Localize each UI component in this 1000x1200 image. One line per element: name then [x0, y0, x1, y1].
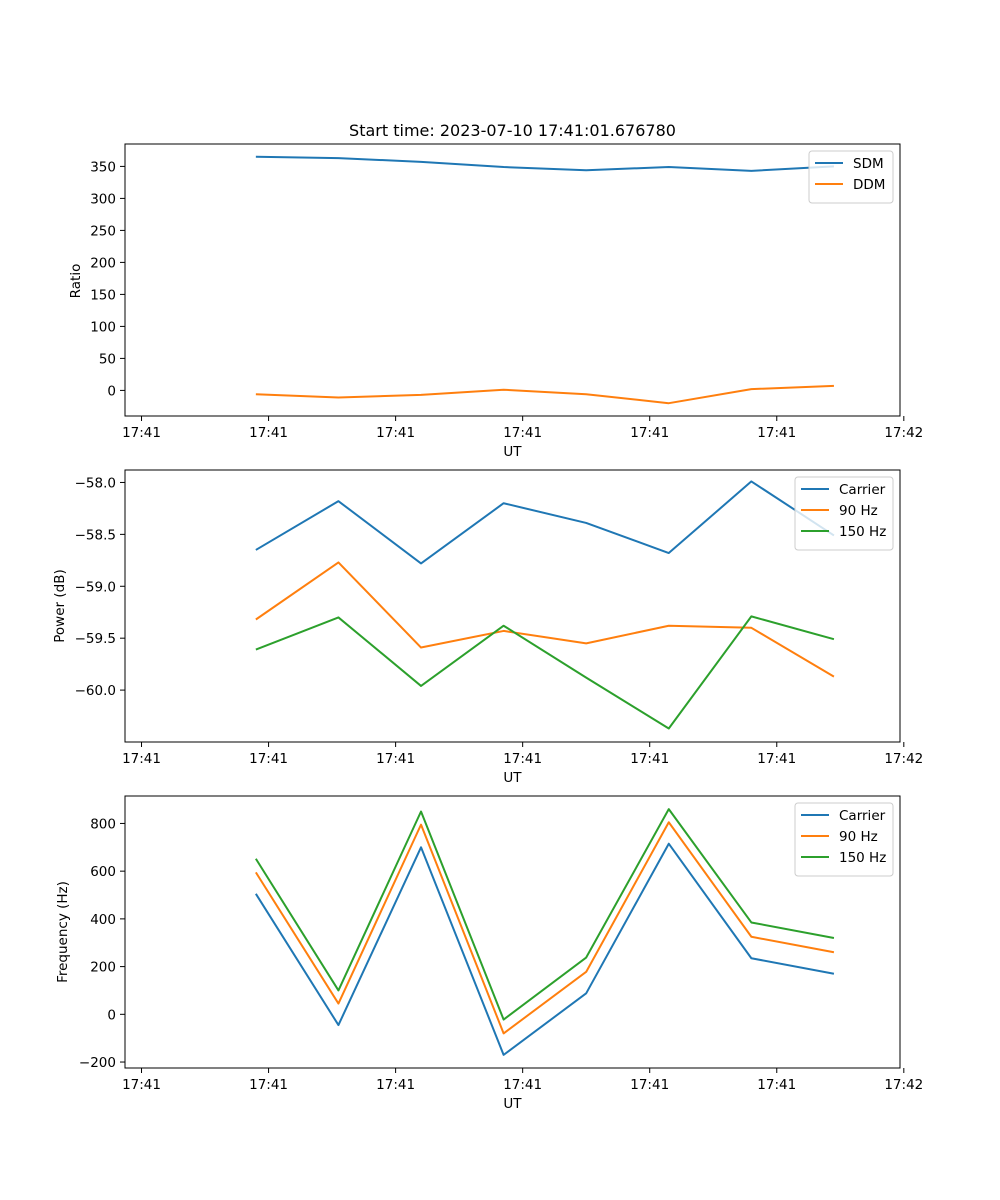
- ratio-chart-panel: Start time: 2023-07-10 17:41:01.676780 1…: [68, 121, 923, 460]
- x-tick-label: 17:41: [376, 425, 415, 441]
- x-tick-label: 17:42: [884, 1077, 923, 1093]
- y-axis-label: Frequency (Hz): [55, 881, 71, 983]
- legend-label: 150 Hz: [839, 524, 886, 540]
- y-tick-label: 400: [90, 912, 116, 928]
- y-tick-label: 200: [90, 960, 116, 976]
- y-tick-label: −58.0: [75, 475, 116, 491]
- legend-label: 150 Hz: [839, 850, 886, 866]
- legend-label: DDM: [853, 177, 885, 193]
- x-tick-label: 17:41: [757, 751, 796, 767]
- x-tick-label: 17:42: [884, 751, 923, 767]
- x-tick-label: 17:41: [122, 1077, 161, 1093]
- series-line-90-hz: [255, 561, 835, 678]
- frequency-chart-panel: 17:41 17:41 17:41 17:41 17:41 17:41 17:42 −200 0…: [55, 795, 923, 1112]
- x-tick-label: 17:41: [630, 425, 669, 441]
- x-tick-label: 17:41: [376, 751, 415, 767]
- legend: SDM DDM: [808, 150, 894, 204]
- x-tick-label: 17:41: [503, 425, 542, 441]
- y-tick-label: 150: [90, 287, 116, 303]
- power-chart-panel: 17:41 17:41 17:41 17:41 17:41 17:41 17:42 −60.0…: [52, 469, 923, 786]
- legend: Carrier 90 Hz 150 Hz: [794, 476, 894, 551]
- y-tick-label: 100: [90, 319, 116, 335]
- frequency-plot-area: 17:41 17:41 17:41 17:41 17:41 17:41 17:42 −200 0…: [79, 795, 923, 1093]
- y-tick-label: −200: [79, 1055, 116, 1071]
- x-tick-label: 17:41: [122, 751, 161, 767]
- x-tick-label: 17:41: [630, 1077, 669, 1093]
- y-tick-label: 200: [90, 255, 116, 271]
- x-tick-label: 17:41: [757, 425, 796, 441]
- x-tick-label: 17:41: [249, 751, 288, 767]
- ratio-plot-area: 17:41 17:41 17:41 17:41 17:41 17:41 17:42 0 50 10…: [90, 143, 923, 441]
- axes-frame: [124, 469, 901, 743]
- x-tick-label: 17:41: [122, 425, 161, 441]
- legend-label: SDM: [853, 156, 884, 172]
- series-line-carrier: [255, 480, 835, 565]
- x-axis-label: UT: [503, 444, 522, 460]
- series-line-150-hz: [255, 808, 835, 1021]
- y-tick-label: 250: [90, 223, 116, 239]
- y-tick-label: −58.5: [75, 527, 116, 543]
- legend: Carrier 90 Hz 150 Hz: [794, 802, 894, 877]
- series-line-carrier: [255, 842, 835, 1056]
- y-tick-label: 0: [107, 1007, 116, 1023]
- series-line-150-hz: [255, 615, 835, 730]
- x-axis-label: UT: [503, 1096, 522, 1112]
- y-tick-label: −60.0: [75, 683, 116, 699]
- x-tick-label: 17:41: [757, 1077, 796, 1093]
- x-tick-label: 17:41: [249, 425, 288, 441]
- y-tick-label: 50: [99, 351, 116, 367]
- x-tick-label: 17:41: [249, 1077, 288, 1093]
- series-line-sdm: [255, 155, 834, 172]
- power-plot-area: 17:41 17:41 17:41 17:41 17:41 17:41 17:42 −60.0…: [75, 469, 923, 767]
- chart-title: Start time: 2023-07-10 17:41:01.676780: [349, 121, 676, 140]
- y-tick-label: 350: [90, 159, 116, 175]
- y-tick-label: −59.0: [75, 579, 116, 595]
- x-tick-label: 17:41: [630, 751, 669, 767]
- x-tick-label: 17:42: [884, 425, 923, 441]
- y-axis-label: Power (dB): [52, 569, 68, 642]
- y-axis-label: Ratio: [68, 264, 84, 299]
- y-tick-label: 800: [90, 816, 116, 832]
- x-axis-label: UT: [503, 770, 522, 786]
- y-tick-label: −59.5: [75, 631, 116, 647]
- y-tick-label: 0: [107, 383, 116, 399]
- axes-frame: [124, 143, 901, 417]
- legend-label: Carrier: [839, 808, 886, 824]
- x-tick-label: 17:41: [503, 1077, 542, 1093]
- x-tick-label: 17:41: [376, 1077, 415, 1093]
- series-line-ddm: [255, 384, 834, 405]
- legend-label: Carrier: [839, 482, 886, 498]
- series-line-90-hz: [255, 821, 835, 1035]
- legend-label: 90 Hz: [839, 829, 878, 845]
- x-tick-label: 17:41: [503, 751, 542, 767]
- legend-label: 90 Hz: [839, 503, 878, 519]
- y-tick-label: 600: [90, 864, 116, 880]
- y-tick-label: 300: [90, 191, 116, 207]
- axes-frame: [124, 795, 901, 1069]
